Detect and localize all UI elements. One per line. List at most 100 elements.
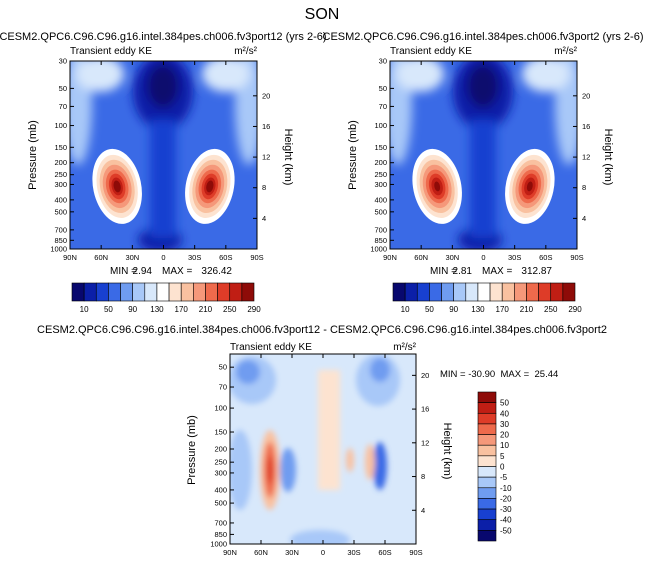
jet-north xyxy=(92,148,142,224)
panel-1-colorbar: 10 50 90 130 170 210 250 290 xyxy=(71,282,261,314)
diff-colorbar-label: 40 xyxy=(500,409,509,418)
x-tick-label: 90S xyxy=(570,253,583,262)
x-tick-label: 60N xyxy=(254,548,268,557)
colorbar-swatch xyxy=(95,282,109,302)
y-right-tick-label: 8 xyxy=(582,183,586,192)
panel-2-jets xyxy=(412,148,555,224)
jet-contour-south-7 xyxy=(206,180,214,193)
panel-2-title: CESM2.QPC6.C96.C96.g16.intel.384pes.ch00… xyxy=(323,31,644,43)
y-tick-label: 70 xyxy=(379,102,387,111)
y-tick-label: 300 xyxy=(214,468,227,477)
x-tick-label: 30N xyxy=(125,253,139,262)
colorbar-swatch xyxy=(416,282,430,302)
panel-2-max-label: MAX = xyxy=(482,266,512,277)
colorbar-label: 10 xyxy=(80,305,89,314)
panel-1-ylabel: Pressure (mb) xyxy=(27,120,39,190)
diff-colorbar-label: -40 xyxy=(500,516,512,525)
y-tick-label: 30 xyxy=(379,57,387,66)
colorbar-label: 90 xyxy=(128,305,137,314)
panel-2-field xyxy=(390,61,577,249)
y-tick-label: 500 xyxy=(374,207,387,216)
colorbar-swatch xyxy=(501,282,515,302)
diff-colorbar-label: 20 xyxy=(500,431,509,440)
colorbar-swatch xyxy=(120,282,133,302)
y-tick-label: 50 xyxy=(219,363,227,372)
colorbar-label: 170 xyxy=(175,305,189,314)
colorbar-swatch xyxy=(193,282,206,302)
panel-3-nh-jet-high-core xyxy=(267,456,273,484)
y-tick-label: 200 xyxy=(374,158,387,167)
panel-1-strat-high-n xyxy=(76,61,124,92)
panel-3-title: CESM2.QPC6.C96.C96.g16.intel.384pes.ch00… xyxy=(37,324,607,336)
colorbar-swatch xyxy=(156,282,170,302)
y-tick-label: 70 xyxy=(59,102,67,111)
y-right-tick-label: 8 xyxy=(421,472,425,481)
y-tick-label: 250 xyxy=(54,170,67,179)
colorbar-swatch xyxy=(453,282,467,302)
y-right-tick-label: 20 xyxy=(421,371,429,380)
y-tick-label: 400 xyxy=(374,195,387,204)
y-right-tick-label: 12 xyxy=(262,153,270,162)
diff-colorbar-label: -5 xyxy=(500,473,508,482)
panel-3-ylabel: Pressure (mb) xyxy=(186,415,198,485)
y-right-tick-label: 4 xyxy=(582,214,586,223)
colorbar-label: 250 xyxy=(223,305,237,314)
panel-3-sh-dipole-high xyxy=(365,444,375,480)
colorbar-swatch xyxy=(241,282,255,302)
colorbar-swatch xyxy=(429,282,442,302)
panel-3-units: m²/s² xyxy=(393,342,416,353)
colorbar-swatch xyxy=(217,282,231,302)
panel-2-axes: 90N 60N 30N 0 30S 60S 90S 30 50 70 100 150 200 250300… xyxy=(370,57,590,263)
panel-1-strat-core xyxy=(147,64,179,108)
diff-colorbar-swatch xyxy=(477,391,497,403)
colorbar-swatch xyxy=(441,282,454,302)
diff-colorbar-label: 5 xyxy=(500,452,505,461)
colorbar-swatch xyxy=(538,282,552,302)
y-tick-label: 200 xyxy=(54,158,67,167)
panel-3-upper-right-low-core xyxy=(370,358,390,382)
diff-colorbar-label: 30 xyxy=(500,420,509,429)
colorbar-label: 290 xyxy=(568,305,582,314)
panel-3-field xyxy=(230,354,416,544)
colorbar-swatch xyxy=(514,282,527,302)
y-right-tick-label: 12 xyxy=(421,438,429,447)
colorbar-swatch xyxy=(168,282,182,302)
diff-colorbar-swatch xyxy=(477,444,497,457)
panel-1-min-value: 2.94 xyxy=(133,266,153,277)
colorbar-swatch xyxy=(229,282,243,302)
panel-3-sh-small-high xyxy=(346,448,354,472)
panel-2-field-layers xyxy=(390,61,577,249)
y-tick-label: 700 xyxy=(214,518,227,527)
colorbar-label: 130 xyxy=(150,305,164,314)
x-tick-label: 30N xyxy=(285,548,299,557)
panel-1: CESM2.QPC6.C96.C96.g16.intel.384pes.ch00… xyxy=(0,31,327,314)
panel-3-left-side-low xyxy=(230,430,252,510)
jet-south xyxy=(505,148,555,224)
y-right-tick-label: 20 xyxy=(582,91,590,100)
y-right-tick-label: 16 xyxy=(262,122,270,131)
x-tick-label: 30S xyxy=(188,253,201,262)
jet-north xyxy=(412,148,462,224)
colorbar-label: 210 xyxy=(520,305,534,314)
y-tick-label: 400 xyxy=(54,195,67,204)
x-tick-label: 90S xyxy=(409,548,422,557)
panel-3-ylabel-right: Height (km) xyxy=(441,423,453,480)
colorbar-label: 130 xyxy=(471,305,485,314)
y-tick-label: 70 xyxy=(219,383,227,392)
season-title: SON xyxy=(305,6,340,23)
colorbar-swatch xyxy=(392,282,406,302)
colorbar-label: 250 xyxy=(544,305,558,314)
colorbar-swatch xyxy=(144,282,158,302)
panel-2-tropics-low xyxy=(470,120,496,238)
y-tick-label: 200 xyxy=(214,445,227,454)
panel-1-strat-high-s xyxy=(202,61,250,92)
panel-2-colorbar: 10 50 90 130 170 210 250 290 xyxy=(392,282,582,314)
colorbar-swatch xyxy=(108,282,121,302)
panel-1-min-label: MIN = xyxy=(110,266,137,277)
y-tick-label: 150 xyxy=(54,143,67,152)
y-tick-label: 300 xyxy=(54,180,67,189)
panel-1-tropics-low xyxy=(150,120,176,238)
x-tick-label: 30N xyxy=(445,253,459,262)
x-tick-label: 30S xyxy=(508,253,521,262)
